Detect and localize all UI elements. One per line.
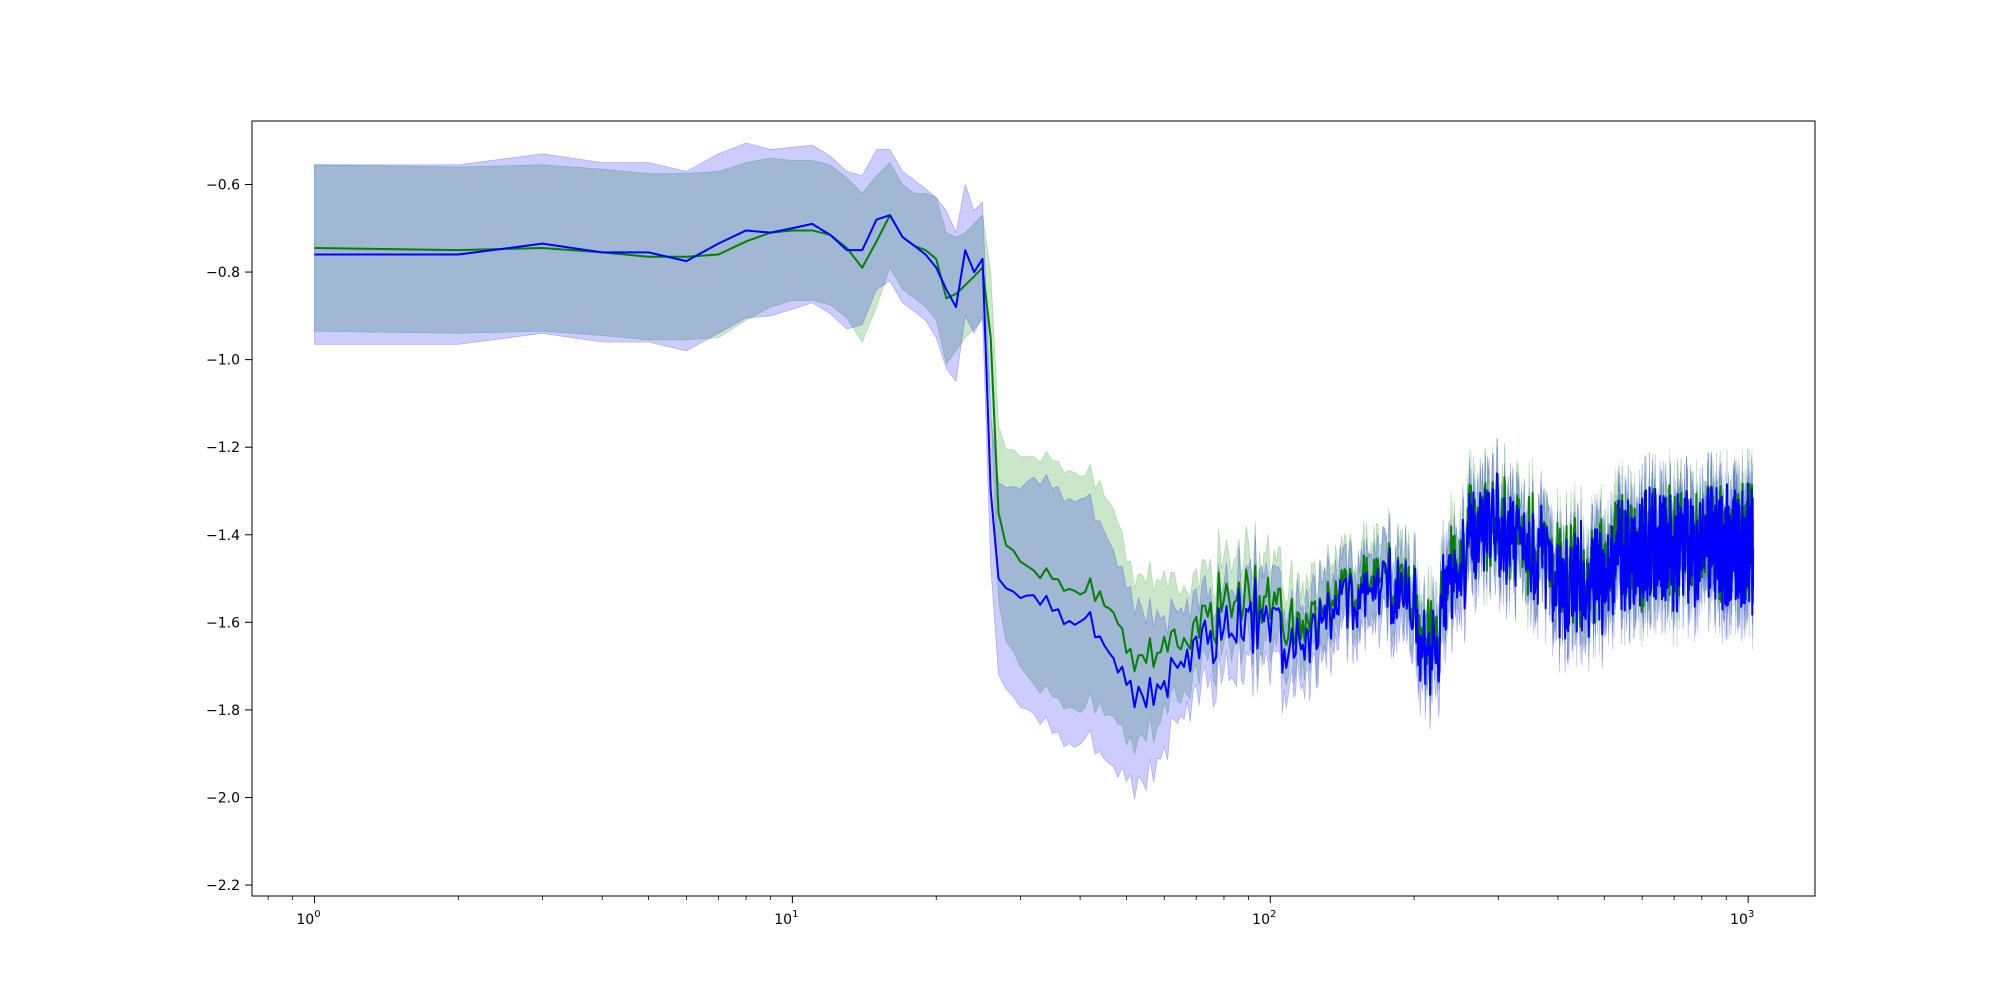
x-tick-base: 10 bbox=[296, 912, 314, 928]
x-tick-base: 10 bbox=[1252, 912, 1270, 928]
y-tick-label: −0.8 bbox=[206, 265, 240, 281]
y-axis: −0.6 −0.8 −1.0 −1.2 −1.4 −1.6 −1.8 −2.0 −2.2 bbox=[206, 177, 252, 894]
y-tick-label: −1.4 bbox=[206, 528, 240, 544]
x-tick-label: 100 bbox=[296, 909, 320, 928]
x-tick-label: 103 bbox=[1730, 909, 1754, 928]
series-lines bbox=[314, 214, 1755, 709]
x-tick-exponent: 0 bbox=[314, 909, 320, 920]
x-tick-exponent: 1 bbox=[792, 909, 798, 920]
y-tick-label: −1.6 bbox=[206, 615, 240, 631]
y-tick-label: −2.2 bbox=[206, 878, 240, 894]
x-tick-exponent: 2 bbox=[1270, 909, 1276, 920]
x-tick-base: 10 bbox=[774, 912, 792, 928]
y-tick-label: −2.0 bbox=[206, 790, 240, 806]
x-tick-label: 102 bbox=[1252, 909, 1276, 928]
x-tick-exponent: 3 bbox=[1748, 909, 1754, 920]
x-tick-base: 10 bbox=[1730, 912, 1748, 928]
plot-frame bbox=[251, 120, 1816, 897]
y-tick-label: −1.0 bbox=[206, 353, 240, 369]
x-tick-label: 101 bbox=[774, 909, 798, 928]
line-series-1 bbox=[314, 214, 1755, 709]
y-tick-label: −1.8 bbox=[206, 703, 240, 719]
y-tick-label: −1.2 bbox=[206, 440, 240, 456]
y-tick-label: −0.6 bbox=[206, 177, 240, 193]
x-axis: 100 101 102 103 bbox=[267, 896, 1754, 928]
